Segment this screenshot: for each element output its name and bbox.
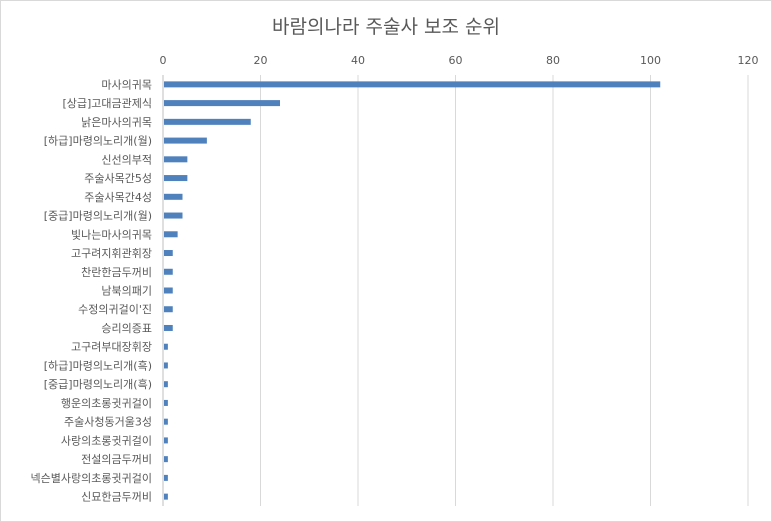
bar bbox=[164, 118, 251, 125]
x-tick-label: 40 bbox=[351, 54, 365, 67]
category-label: 주술사목간5성 bbox=[84, 172, 152, 185]
bar bbox=[164, 100, 280, 107]
category-label: 주술사청동거울3성 bbox=[64, 416, 152, 429]
bar bbox=[164, 362, 168, 369]
x-tick-label: 0 bbox=[160, 54, 167, 67]
chart-title: 바람의나라 주술사 보조 순위 bbox=[272, 16, 500, 38]
bar bbox=[164, 324, 173, 331]
bar bbox=[164, 156, 188, 163]
x-tick-label: 60 bbox=[449, 54, 463, 67]
category-label: 주술사목간4성 bbox=[84, 191, 152, 204]
bar bbox=[164, 81, 661, 88]
category-label: 고구려부대장휘장 bbox=[71, 341, 152, 354]
category-label: 마사의귀목 bbox=[101, 78, 152, 91]
category-label: 신묘한금두꺼비 bbox=[81, 491, 152, 504]
category-label: 찬란한금두꺼비 bbox=[81, 265, 152, 279]
x-tick-label: 20 bbox=[254, 54, 268, 67]
bar bbox=[164, 437, 168, 444]
category-label: [중급]마령의노리개(월) bbox=[44, 210, 152, 223]
bar bbox=[164, 231, 178, 238]
category-label: 빛나는마사의귀목 bbox=[71, 228, 152, 241]
bar bbox=[164, 268, 173, 275]
bar bbox=[164, 250, 173, 257]
bar bbox=[164, 212, 183, 219]
bar bbox=[164, 343, 168, 350]
x-tick-label: 120 bbox=[738, 54, 759, 67]
category-label: [하급]마령의노리개(흑) bbox=[44, 358, 152, 372]
category-label: 고구려지휘관휘장 bbox=[71, 247, 152, 260]
bar bbox=[164, 418, 168, 425]
category-label: 수정의귀걸이'진 bbox=[78, 303, 152, 316]
bar bbox=[164, 399, 168, 406]
category-label: 승리의증표 bbox=[101, 322, 152, 335]
category-label: 전설의금두꺼비 bbox=[81, 453, 152, 466]
bar bbox=[164, 137, 207, 144]
category-label: 신선의부적 bbox=[101, 153, 152, 166]
x-tick-label: 100 bbox=[640, 54, 661, 67]
bar bbox=[164, 381, 168, 388]
bar bbox=[164, 493, 168, 500]
category-label: [하급]마령의노리개(월) bbox=[44, 134, 152, 148]
category-label: 넥슨별사랑의초롱귓귀걸이 bbox=[31, 472, 152, 485]
category-label: 사랑의초롱귓귀걸이 bbox=[61, 434, 152, 447]
category-label: 행운의초롱귓귀걸이 bbox=[61, 397, 152, 410]
bar bbox=[164, 306, 173, 313]
category-label: 낡은마사의귀목 bbox=[81, 116, 152, 129]
bar bbox=[164, 287, 173, 294]
category-label: 남북의패기 bbox=[101, 285, 152, 298]
category-label: [상급]고대금관제식 bbox=[62, 97, 152, 110]
bar bbox=[164, 193, 183, 200]
bar bbox=[164, 175, 188, 182]
x-tick-label: 80 bbox=[546, 54, 560, 67]
bar bbox=[164, 456, 168, 463]
category-label: [중급]마령의노리개(흑) bbox=[44, 377, 152, 391]
bar bbox=[164, 474, 168, 481]
